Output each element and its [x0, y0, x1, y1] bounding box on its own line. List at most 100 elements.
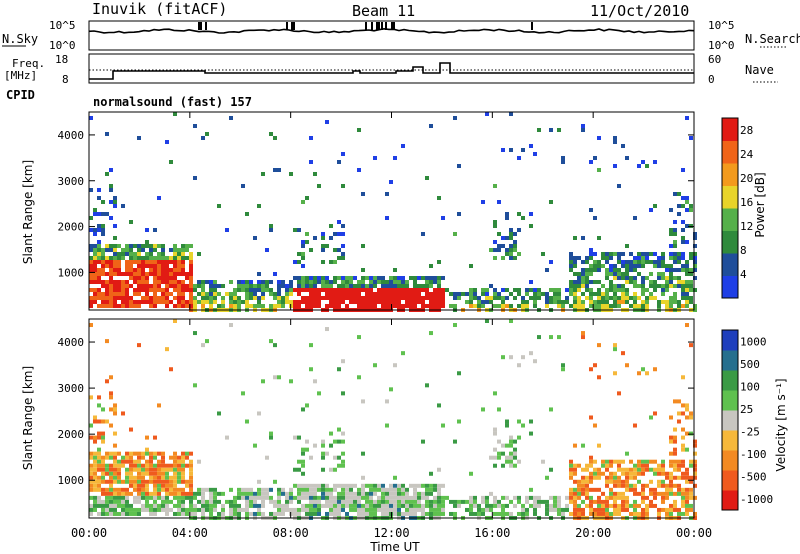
velocity-cell [685, 447, 689, 452]
velocity-cell [389, 507, 393, 512]
power-cell [153, 260, 157, 264]
power-cell [617, 268, 621, 272]
velocity-cell [97, 419, 101, 424]
power-cell [89, 188, 93, 192]
velocity-cell [189, 487, 193, 492]
velocity-cell [485, 499, 489, 504]
power-cell [605, 304, 609, 308]
power-cell [93, 292, 97, 296]
velocity-cell [113, 467, 117, 472]
velocity-cell [249, 499, 253, 504]
velocity-cell [473, 495, 477, 500]
power-cell [493, 240, 497, 244]
velocity-cell [169, 455, 173, 460]
velocity-cell [153, 511, 157, 516]
power-cell [229, 304, 233, 308]
power-cell [145, 276, 149, 280]
power-cell [209, 300, 213, 304]
power-cell [153, 292, 157, 296]
velocity-cell [205, 487, 209, 492]
power-cell [341, 244, 345, 248]
power-cell [117, 284, 121, 288]
velocity-cell [445, 495, 449, 500]
velocity-cell [281, 511, 285, 516]
velocity-cell [413, 495, 417, 500]
velocity-colorbar-segment [722, 410, 738, 431]
velocity-cell [289, 495, 293, 500]
power-cell [165, 292, 169, 296]
velocity-cell [113, 407, 117, 412]
velocity-cell [309, 499, 313, 504]
power-cell [673, 240, 677, 244]
power-cell [113, 272, 117, 276]
power-cell [121, 304, 125, 308]
power-cell [681, 240, 685, 244]
velocity-cell [125, 495, 129, 500]
power-cell [617, 296, 621, 300]
power-cell [465, 292, 469, 296]
power-cell [693, 260, 697, 264]
power-cell [561, 304, 565, 308]
velocity-cell [181, 463, 185, 468]
power-cell [301, 300, 305, 304]
power-cell [381, 296, 385, 300]
velocity-cell [617, 391, 621, 396]
power-cell [589, 272, 593, 276]
power-cell [145, 240, 149, 244]
power-cell [541, 252, 545, 256]
power-cell [621, 264, 625, 268]
power-cell [613, 304, 617, 308]
velocity-cell [361, 483, 365, 488]
velocity-cell [589, 455, 593, 460]
power-cell [173, 276, 177, 280]
power-cell [609, 252, 613, 256]
power-cell [693, 288, 697, 292]
velocity-cell [89, 455, 93, 460]
power-cell [173, 244, 177, 248]
power-cell [93, 212, 97, 216]
power-cell [617, 256, 621, 260]
power-cell [509, 232, 513, 236]
power-cell [153, 264, 157, 268]
velocity-cell [437, 491, 441, 496]
power-cell [149, 304, 153, 308]
power-cell [429, 280, 433, 284]
velocity-cell [669, 479, 673, 484]
velocity-cell [637, 463, 641, 468]
velocity-cell [113, 503, 117, 508]
velocity-cell [137, 499, 141, 504]
power-cell [301, 296, 305, 300]
velocity-cell [353, 483, 357, 488]
velocity-cell [529, 487, 533, 492]
velocity-cell [117, 467, 121, 472]
power-cell [605, 276, 609, 280]
velocity-cell [105, 495, 109, 500]
velocity-cell [625, 363, 629, 368]
power-cell [257, 280, 261, 284]
power-cell [281, 280, 285, 284]
velocity-cell [337, 491, 341, 496]
power-cell [109, 244, 113, 248]
velocity-cell [669, 491, 673, 496]
velocity-cell [557, 511, 561, 516]
noise-spike [376, 22, 380, 30]
velocity-cell [597, 375, 601, 380]
power-cell [101, 296, 105, 300]
power-cell [641, 256, 645, 260]
velocity-cell [193, 503, 197, 508]
power-cell [509, 148, 513, 152]
power-cell [133, 260, 137, 264]
velocity-cell [685, 491, 689, 496]
power-cell [517, 228, 521, 232]
power-cell [305, 276, 309, 280]
power-cell [625, 300, 629, 304]
velocity-cell [649, 459, 653, 464]
velocity-cell [113, 451, 117, 456]
power-cell [333, 280, 337, 284]
power-cell [585, 288, 589, 292]
power-cell [177, 272, 181, 276]
power-cell [137, 304, 141, 308]
power-cell [141, 248, 145, 252]
velocity-cell [161, 479, 165, 484]
velocity-cell [101, 439, 105, 444]
